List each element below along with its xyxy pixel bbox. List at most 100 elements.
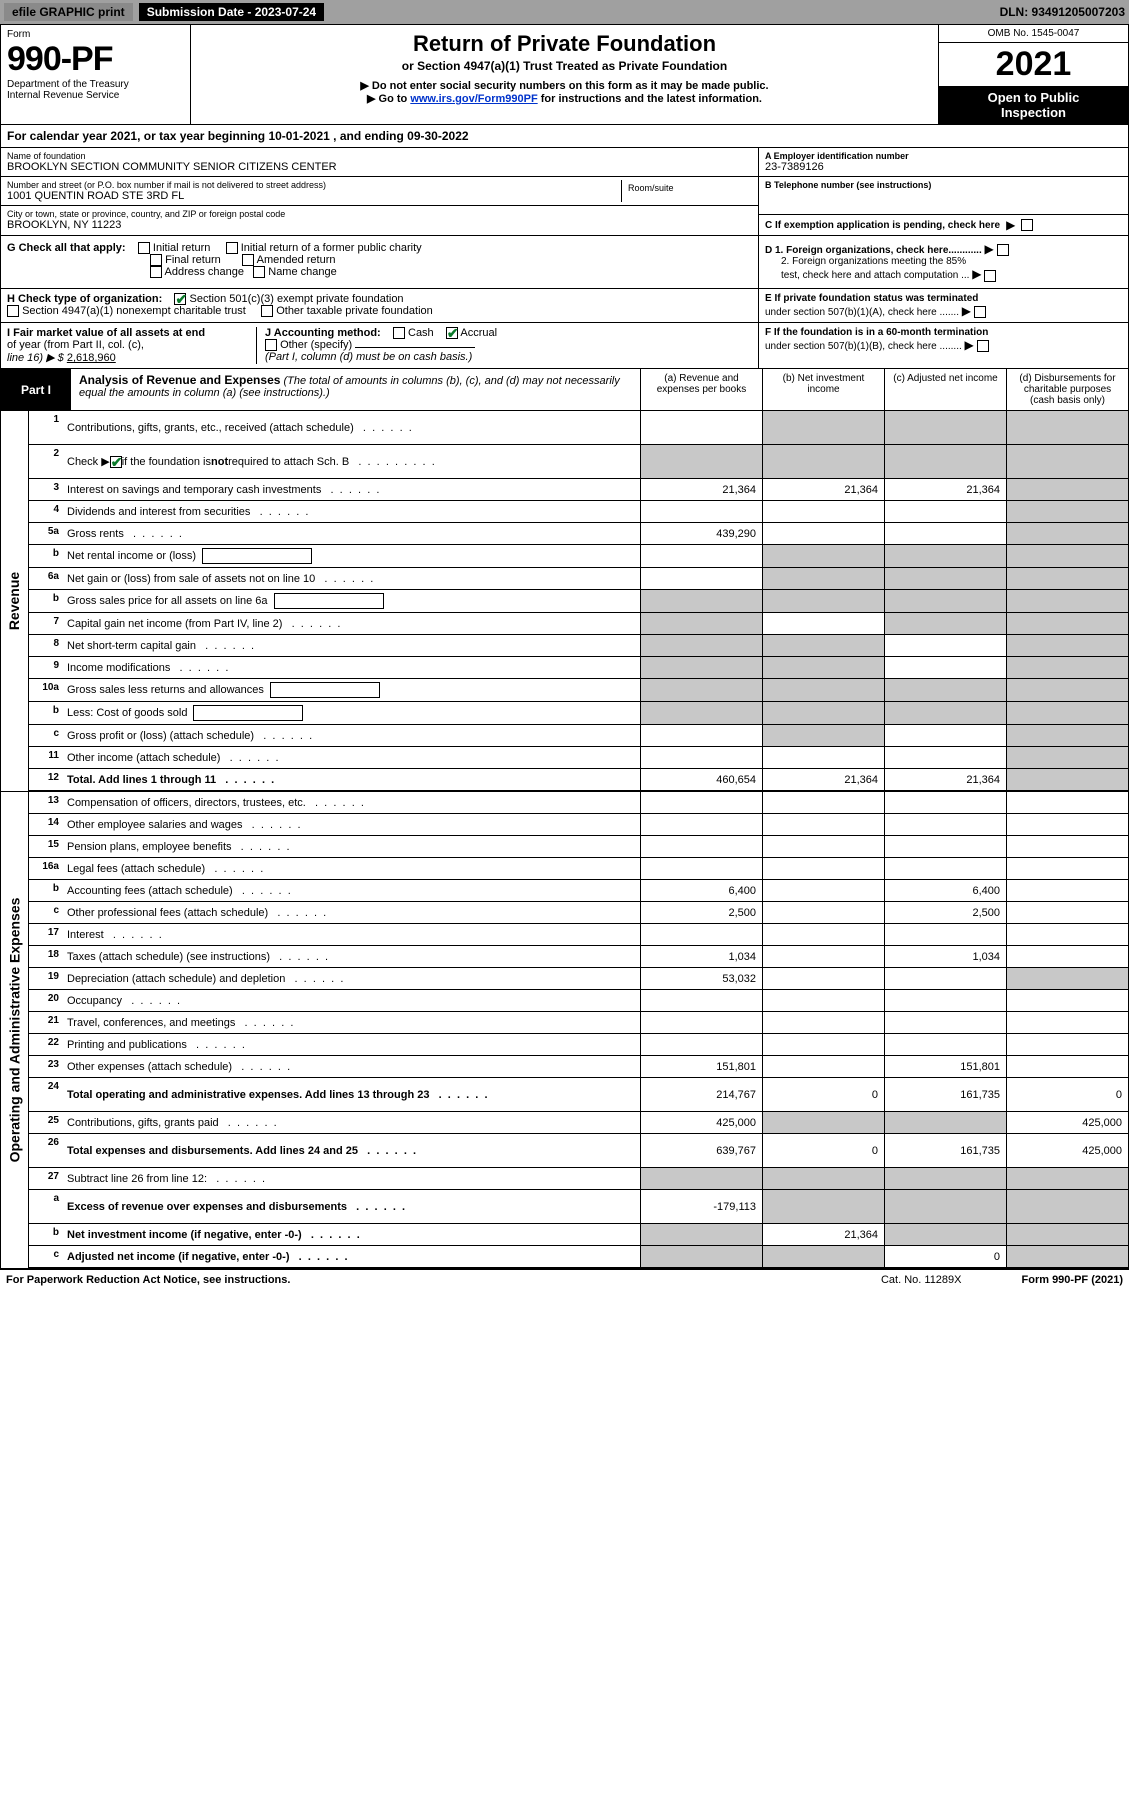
- cell-col-d: 425,000: [1006, 1112, 1128, 1133]
- cell-col-b: [762, 968, 884, 989]
- c-checkbox[interactable]: [1021, 219, 1033, 231]
- irs-label: Internal Revenue Service: [7, 90, 184, 101]
- g-former-checkbox[interactable]: [226, 242, 238, 254]
- cell-col-b: [762, 836, 884, 857]
- line-number: 4: [29, 501, 63, 522]
- j-cash-checkbox[interactable]: [393, 327, 405, 339]
- efile-print-button[interactable]: efile GRAPHIC print: [4, 3, 133, 21]
- cell-col-b: [762, 1190, 884, 1223]
- h-501c3-checkbox[interactable]: [174, 293, 186, 305]
- cell-col-a: [640, 590, 762, 612]
- cell-col-d: [1006, 657, 1128, 678]
- line-number: 10a: [29, 679, 63, 701]
- cell-col-a: 6,400: [640, 880, 762, 901]
- g-initial-return-checkbox[interactable]: [138, 242, 150, 254]
- line-number: b: [29, 880, 63, 901]
- h-e-section: H Check type of organization: Section 50…: [1, 289, 1128, 323]
- cell-col-c: 161,735: [884, 1134, 1006, 1167]
- j-accrual-checkbox[interactable]: [446, 327, 458, 339]
- cell-col-b: 21,364: [762, 479, 884, 500]
- cell-col-d: [1006, 1190, 1128, 1223]
- col-a-header: (a) Revenue and expenses per books: [640, 369, 762, 410]
- g-block: G Check all that apply: Initial return I…: [1, 236, 758, 288]
- cell-col-d: [1006, 590, 1128, 612]
- cell-col-b: [762, 635, 884, 656]
- arrow-icon: ▶: [965, 338, 974, 352]
- cell-col-c: [884, 657, 1006, 678]
- line-description: Less: Cost of goods sold: [63, 702, 640, 724]
- part1-header: Part I Analysis of Revenue and Expenses …: [1, 369, 1128, 411]
- cell-col-c: [884, 635, 1006, 656]
- cell-col-b: [762, 725, 884, 746]
- g-name-checkbox[interactable]: [253, 266, 265, 278]
- f1: F If the foundation is in a 60-month ter…: [765, 327, 988, 338]
- col-d-header: (d) Disbursements for charitable purpose…: [1006, 369, 1128, 410]
- ij-block: I Fair market value of all assets at end…: [1, 323, 758, 368]
- expense-row: 14Other employee salaries and wages . . …: [29, 814, 1128, 836]
- j-accrual: Accrual: [460, 327, 497, 339]
- g-label: G Check all that apply:: [7, 242, 126, 254]
- foundation-name: BROOKLYN SECTION COMMUNITY SENIOR CITIZE…: [7, 161, 752, 173]
- cell-col-c: [884, 814, 1006, 835]
- g-address-checkbox[interactable]: [150, 266, 162, 278]
- cell-col-d: 425,000: [1006, 1134, 1128, 1167]
- cell-col-b: [762, 1246, 884, 1267]
- cell-col-a: [640, 613, 762, 634]
- line-description: Net short-term capital gain . . . . . .: [63, 635, 640, 656]
- line-number: 22: [29, 1034, 63, 1055]
- e1: E If private foundation status was termi…: [765, 293, 978, 304]
- cell-col-a: [640, 858, 762, 879]
- g-final-checkbox[interactable]: [150, 254, 162, 266]
- instructions-link[interactable]: www.irs.gov/Form990PF: [410, 93, 537, 105]
- j-other: Other (specify): [280, 339, 352, 351]
- line-number: b: [29, 702, 63, 724]
- expense-row: 27Subtract line 26 from line 12: . . . .…: [29, 1168, 1128, 1190]
- cell-col-a: 1,034: [640, 946, 762, 967]
- cell-col-a: [640, 1034, 762, 1055]
- revenue-row: 7Capital gain net income (from Part IV, …: [29, 613, 1128, 635]
- g-o2: Final return: [165, 254, 221, 266]
- j-other-checkbox[interactable]: [265, 339, 277, 351]
- line-description: Excess of revenue over expenses and disb…: [63, 1190, 640, 1223]
- cell-col-d: [1006, 946, 1128, 967]
- cell-col-b: [762, 568, 884, 589]
- cell-col-c: [884, 411, 1006, 444]
- line-number: 17: [29, 924, 63, 945]
- cell-col-d: [1006, 968, 1128, 989]
- cell-col-a: [640, 836, 762, 857]
- line-number: c: [29, 725, 63, 746]
- cell-col-b: 0: [762, 1134, 884, 1167]
- open-line2: Inspection: [939, 105, 1128, 120]
- inline-box: [202, 548, 312, 564]
- d1-checkbox[interactable]: [997, 244, 1009, 256]
- line-number: c: [29, 1246, 63, 1267]
- expense-row: bNet investment income (if negative, ent…: [29, 1224, 1128, 1246]
- col-b-header: (b) Net investment income: [762, 369, 884, 410]
- cell-col-a: -179,113: [640, 1190, 762, 1223]
- cell-col-c: [884, 590, 1006, 612]
- ein-label: A Employer identification number: [765, 151, 1122, 161]
- cell-col-c: 151,801: [884, 1056, 1006, 1077]
- form-word: Form: [7, 29, 184, 40]
- h-other-checkbox[interactable]: [261, 305, 273, 317]
- h-4947-checkbox[interactable]: [7, 305, 19, 317]
- note2-pre: ▶ Go to: [367, 93, 410, 105]
- g-amended-checkbox[interactable]: [242, 254, 254, 266]
- cell-col-d: [1006, 635, 1128, 656]
- line-description: Net gain or (loss) from sale of assets n…: [63, 568, 640, 589]
- cell-col-b: [762, 545, 884, 567]
- city-value: BROOKLYN, NY 11223: [7, 219, 752, 231]
- cell-col-d: 0: [1006, 1078, 1128, 1111]
- f-checkbox[interactable]: [977, 340, 989, 352]
- cell-col-a: 53,032: [640, 968, 762, 989]
- i-l3pre: line 16) ▶ $: [7, 352, 67, 364]
- tax-year: 2021: [939, 43, 1128, 86]
- cell-col-d: [1006, 792, 1128, 813]
- cell-col-a: 2,500: [640, 902, 762, 923]
- cell-col-d: [1006, 924, 1128, 945]
- schb-checkbox[interactable]: [110, 456, 122, 468]
- e-checkbox[interactable]: [974, 306, 986, 318]
- cell-col-d: [1006, 1168, 1128, 1189]
- d2-checkbox[interactable]: [984, 270, 996, 282]
- line-description: Compensation of officers, directors, tru…: [63, 792, 640, 813]
